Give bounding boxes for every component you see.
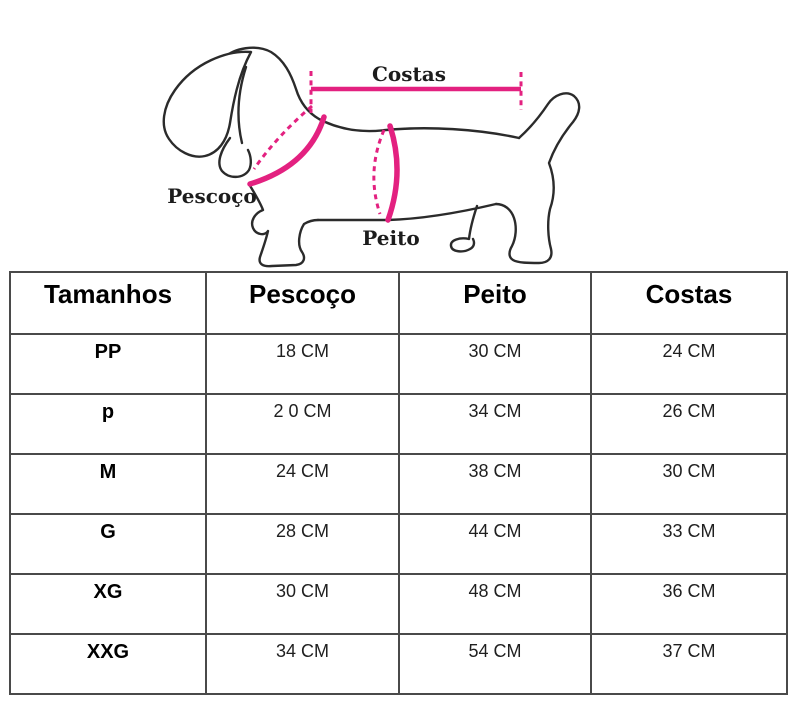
- dog-belly-line: [316, 202, 498, 222]
- measurement-marks: [247, 71, 523, 223]
- table-row: XXG 34 CM 54 CM 37 CM: [9, 633, 788, 695]
- measurement-cell: 26 CM: [590, 393, 788, 455]
- measurement-cell: 38 CM: [398, 453, 592, 515]
- dog-outline-illustration: [162, 46, 581, 268]
- measurement-cell: 54 CM: [398, 633, 592, 695]
- size-cell: XXG: [9, 633, 207, 695]
- size-cell: XG: [9, 573, 207, 635]
- dog-head-and-back-line: [222, 46, 521, 140]
- measurement-cell: 24 CM: [205, 453, 400, 515]
- neck-band-front: [247, 114, 327, 187]
- measurement-cell: 30 CM: [398, 333, 592, 395]
- measurement-cell: 28 CM: [205, 513, 400, 575]
- measurement-cell: 34 CM: [398, 393, 592, 455]
- chest-band-back-dashed: [372, 129, 386, 215]
- dog-far-hind-paw-line: [449, 204, 479, 253]
- peito-label: Peito: [362, 226, 419, 250]
- table-row: G 28 CM 44 CM 33 CM: [9, 513, 788, 575]
- measurement-cell: 37 CM: [590, 633, 788, 695]
- column-header-peito: Peito: [398, 271, 592, 335]
- column-header-costas: Costas: [590, 271, 788, 335]
- size-cell: M: [9, 453, 207, 515]
- neck-band-back-dashed: [252, 104, 313, 170]
- measurement-cell: 36 CM: [590, 573, 788, 635]
- measurement-cell: 2 0 CM: [205, 393, 400, 455]
- dog-measurement-diagram: Costas Pescoço Peito: [162, 46, 581, 268]
- measurement-cell: 30 CM: [205, 573, 400, 635]
- table-row: PP 18 CM 30 CM 24 CM: [9, 333, 788, 395]
- measurement-cell: 33 CM: [590, 513, 788, 575]
- dog-ear-crease-line: [237, 65, 248, 145]
- size-cell: PP: [9, 333, 207, 395]
- dog-chest-and-front-legs-line: [247, 182, 320, 268]
- measurement-cell: 30 CM: [590, 453, 788, 515]
- measurement-cell: 44 CM: [398, 513, 592, 575]
- dog-chin-line: [218, 136, 252, 179]
- column-header-tamanhos: Tamanhos: [9, 271, 207, 335]
- table-row: p 2 0 CM 34 CM 26 CM: [9, 393, 788, 455]
- size-cell: G: [9, 513, 207, 575]
- size-cell: p: [9, 393, 207, 455]
- measurement-cell: 18 CM: [205, 333, 400, 395]
- table-row: M 24 CM 38 CM 30 CM: [9, 453, 788, 515]
- table-row: XG 30 CM 48 CM 36 CM: [9, 573, 788, 635]
- dog-ear: [162, 50, 253, 158]
- measurement-cell: 34 CM: [205, 633, 400, 695]
- column-header-pescoco: Pescoço: [205, 271, 400, 335]
- costas-label: Costas: [372, 62, 446, 86]
- dog-tail-and-hind-leg-line: [494, 92, 581, 265]
- measurement-cell: 24 CM: [590, 333, 788, 395]
- measurement-cell: 48 CM: [398, 573, 592, 635]
- table-header-row: Tamanhos Pescoço Peito Costas: [9, 271, 788, 335]
- chest-band-front: [385, 123, 400, 223]
- size-table: Tamanhos Pescoço Peito Costas PP 18 CM 3…: [9, 271, 788, 695]
- pescoco-label: Pescoço: [167, 184, 257, 208]
